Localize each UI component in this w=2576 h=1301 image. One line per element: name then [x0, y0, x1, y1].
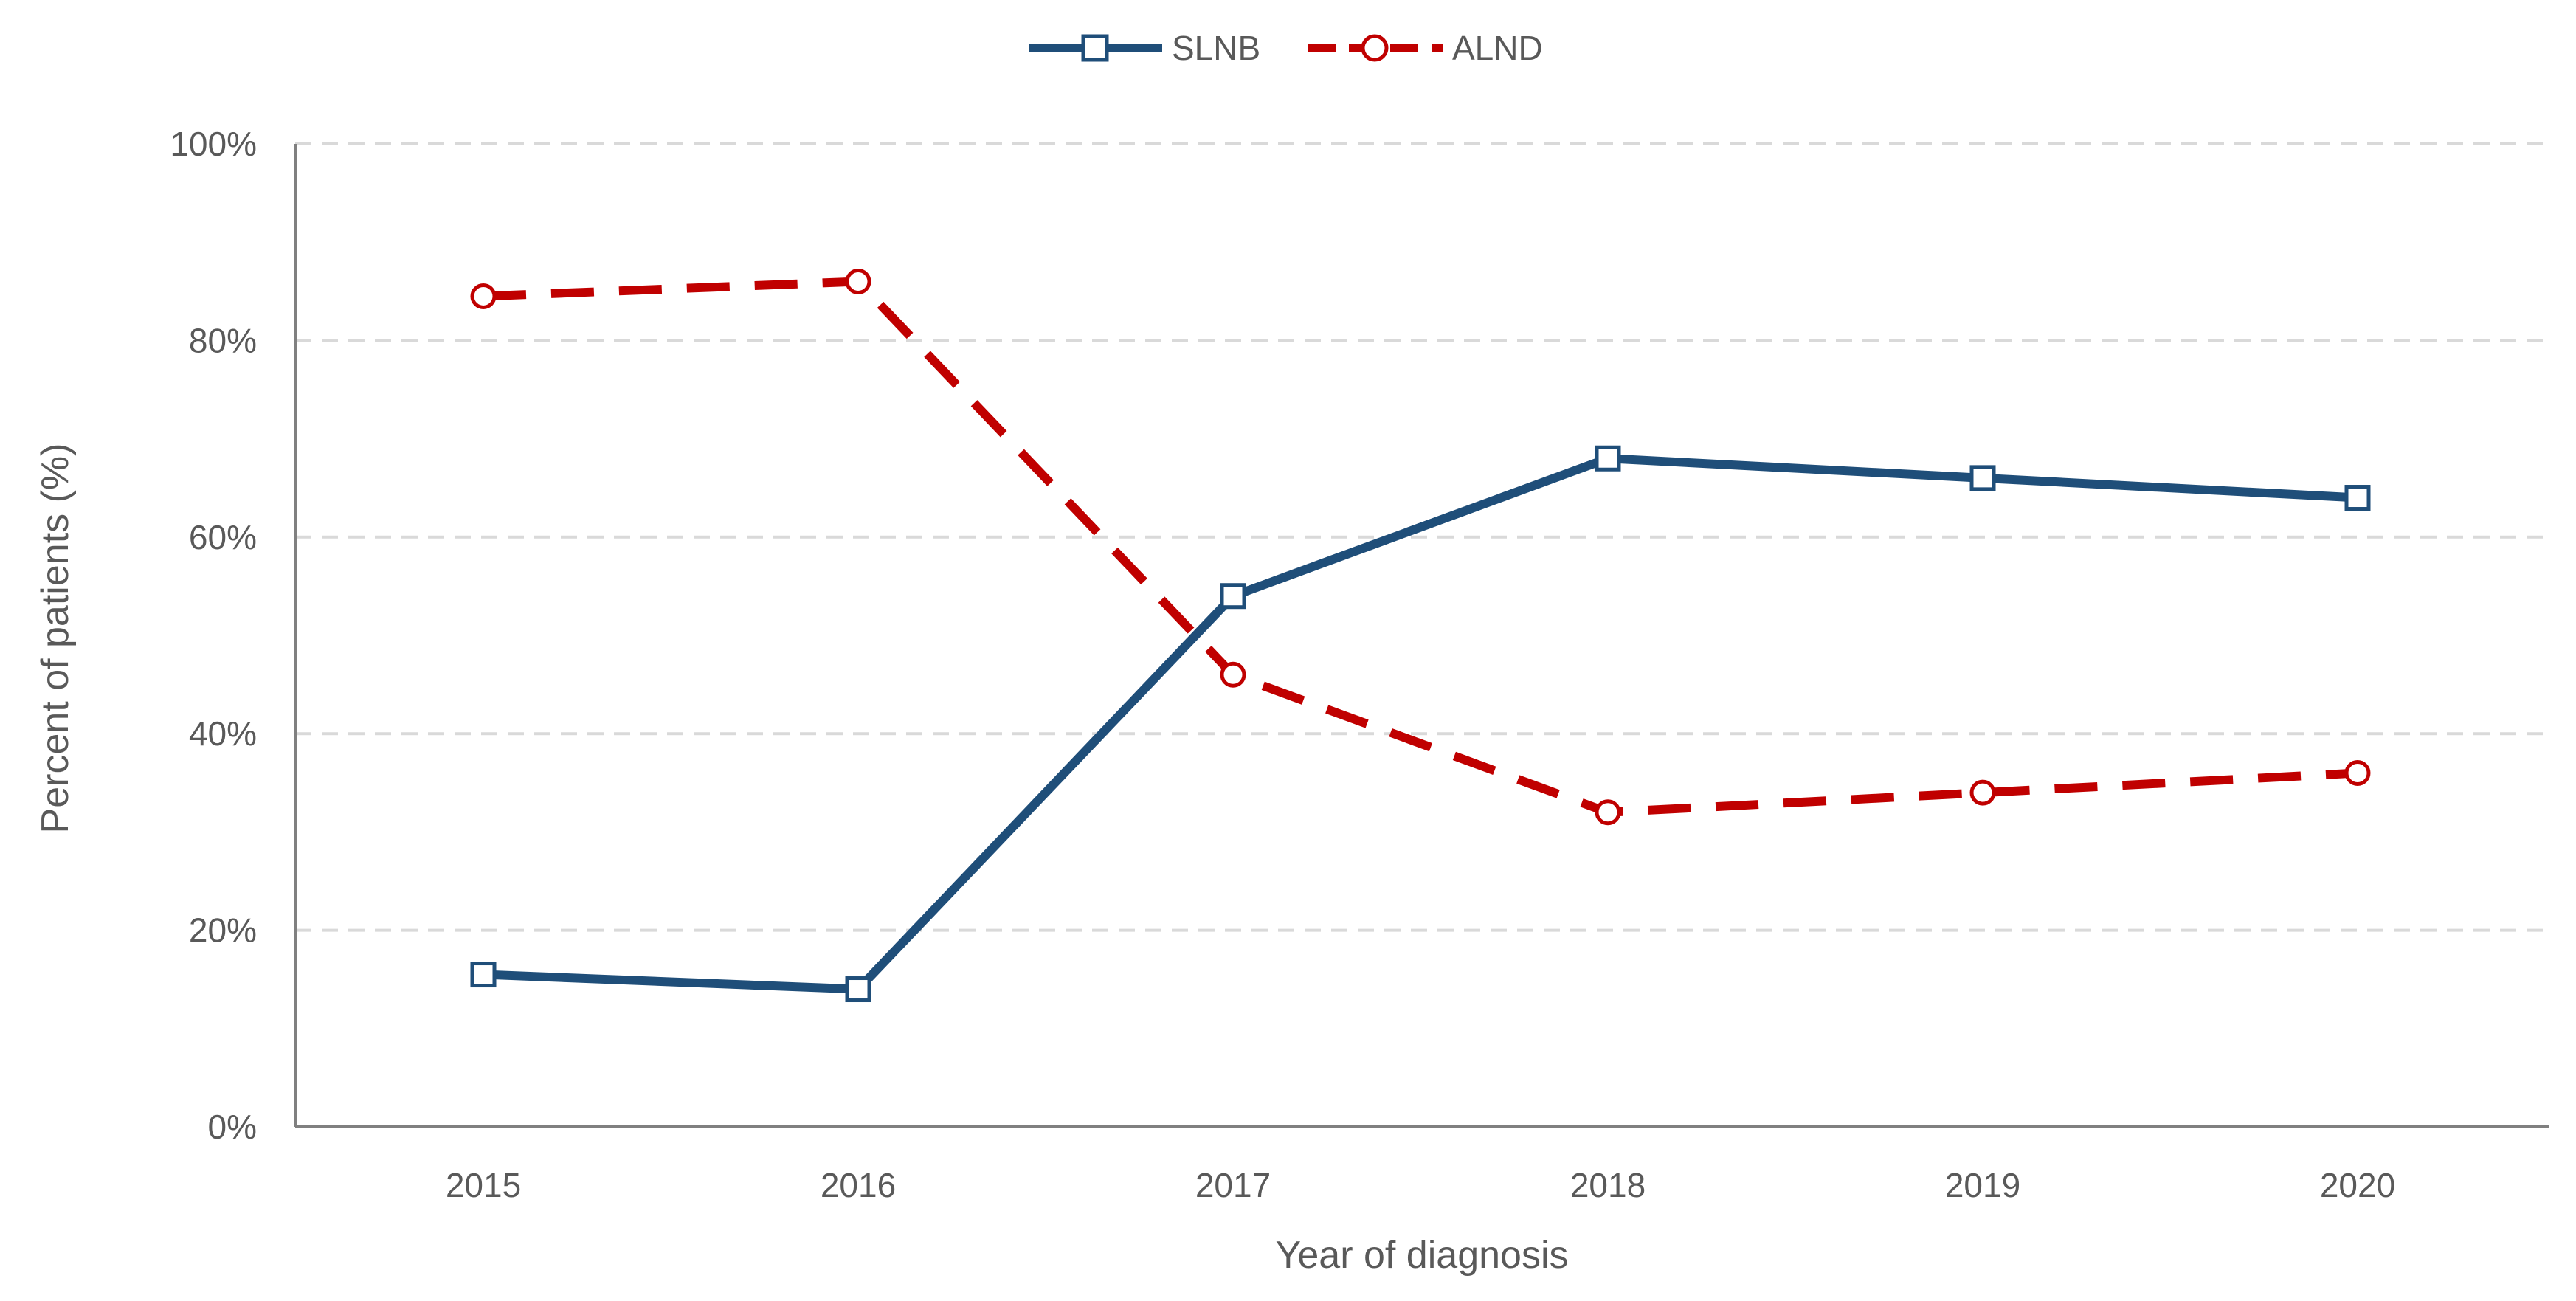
x-tick-label: 2018 — [1570, 1166, 1646, 1204]
data-point-slnb[interactable] — [1969, 465, 1996, 491]
data-point-alnd[interactable] — [470, 283, 497, 309]
data-point-alnd[interactable] — [845, 268, 871, 294]
x-tick-label: 2020 — [2320, 1166, 2395, 1204]
series — [470, 268, 2371, 1003]
legend-marker-alnd — [1361, 34, 1389, 62]
legend: SLNB ALND — [1029, 29, 1543, 67]
y-tick-label: 60% — [189, 518, 257, 556]
data-point-slnb[interactable] — [470, 962, 497, 988]
x-tick-label: 2019 — [1945, 1166, 2020, 1204]
x-axis-title: Year of diagnosis — [1275, 1234, 1568, 1277]
data-point-alnd[interactable] — [2344, 759, 2371, 786]
data-point-alnd[interactable] — [1969, 779, 1996, 806]
x-tick-label: 2017 — [1195, 1166, 1271, 1204]
gridlines — [295, 142, 2549, 932]
y-tick-labels: 0% 20% 40% 60% 80% 100% — [170, 125, 257, 1146]
data-point-slnb[interactable] — [1220, 583, 1246, 610]
y-axis-title: Percent of patients (%) — [34, 444, 77, 834]
x-tick-label: 2016 — [821, 1166, 896, 1204]
y-tick-label: 0% — [208, 1108, 257, 1146]
series-line-slnb — [483, 454, 2358, 994]
legend-label-slnb: SLNB — [1172, 29, 1260, 67]
data-point-alnd[interactable] — [1220, 661, 1246, 688]
y-tick-label: 100% — [170, 125, 257, 163]
legend-marker-slnb — [1081, 34, 1109, 62]
data-point-slnb[interactable] — [1595, 445, 1621, 472]
legend-item-alnd[interactable]: ALND — [1308, 29, 1543, 67]
legend-item-slnb[interactable]: SLNB — [1029, 29, 1260, 67]
x-tick-labels: 2015 2016 2017 2018 2019 2020 — [446, 1166, 2395, 1204]
x-tick-label: 2015 — [446, 1166, 521, 1204]
series-line-alnd — [483, 277, 2358, 817]
y-tick-label: 40% — [189, 714, 257, 753]
y-tick-label: 20% — [189, 911, 257, 950]
legend-label-alnd: ALND — [1452, 29, 1543, 67]
axes — [294, 144, 2549, 1128]
data-point-alnd[interactable] — [1595, 799, 1621, 826]
data-point-slnb[interactable] — [2344, 485, 2371, 511]
data-point-slnb[interactable] — [845, 976, 871, 1003]
y-tick-label: 80% — [189, 321, 257, 359]
